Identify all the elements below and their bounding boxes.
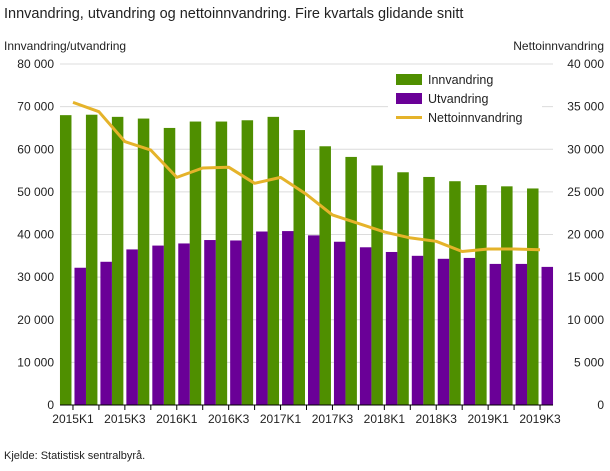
y-left-tick-label: 10 000 (17, 355, 54, 369)
y-left-tick-label: 70 000 (17, 100, 54, 114)
y-left-tick-label: 80 000 (17, 57, 54, 71)
right-axis-label: Nettoinnvandring (513, 39, 604, 53)
utvandring-bar (359, 247, 372, 405)
utvandring-bar (282, 231, 294, 405)
x-tick-label: 2016K3 (208, 412, 250, 426)
innvandring-bar (85, 114, 98, 405)
y-right-tick-label: 0 (597, 398, 604, 412)
utvandring-bar (100, 261, 112, 405)
y-left-tick-label: 50 000 (17, 185, 54, 199)
x-tick-label: 2018K3 (416, 412, 458, 426)
x-tick-label: 2019K3 (519, 412, 561, 426)
innvandring-bar (267, 116, 280, 405)
innvandring-bar (423, 176, 435, 405)
innvandring-bar (59, 115, 72, 406)
utvandring-bar (437, 258, 450, 405)
y-left-tick-label: 20 000 (17, 313, 54, 327)
x-tick-label: 2017K1 (260, 412, 302, 426)
utvandring-bar (256, 231, 268, 405)
legend-label: Utvandring (428, 92, 488, 106)
innvandring-bar (397, 172, 409, 405)
x-tick-label: 2019K1 (467, 412, 509, 426)
utvandring-bar (541, 266, 554, 405)
innvandring-bar (345, 156, 357, 405)
utvandring-bar (333, 241, 346, 405)
utvandring-bar (126, 249, 138, 405)
axes: 0 10 000 20 000 30 000 40 000 50 000 60 000 70 … (17, 57, 604, 426)
line-series (72, 100, 541, 253)
y-right-tick-label: 35 000 (567, 100, 604, 114)
innvandring-bar (475, 185, 487, 405)
bars (59, 114, 554, 406)
innvandring-bar (163, 127, 176, 405)
legend: Innvandring Utvandring Nettoinnvandring (388, 68, 542, 140)
innvandring-bar (501, 186, 513, 405)
utvandring-bar (204, 240, 216, 405)
left-axis-label: Innvandring/utvandring (4, 39, 127, 53)
source-note: Kjelde: Statistisk sentralbyrå. (4, 450, 146, 462)
y-right-tick-label: 25 000 (567, 185, 604, 199)
x-tick-label: 2017K3 (312, 412, 354, 426)
innvandring-bar (527, 188, 539, 405)
x-tick-label: 2016K1 (156, 412, 198, 426)
innvandring-bar (215, 121, 228, 405)
y-right-tick-label: 20 000 (567, 228, 604, 242)
y-left-tick-label: 30 000 (17, 270, 54, 284)
y-left-tick-label: 60 000 (17, 142, 54, 156)
utvandring-bar (152, 245, 164, 405)
utvandring-bar (411, 255, 424, 405)
utvandring-bar (489, 263, 502, 405)
x-tick-label: 2018K1 (364, 412, 406, 426)
y-left-tick-label: 40 000 (17, 228, 54, 242)
utvandring-bar (515, 263, 528, 405)
utvandring-bar (463, 257, 476, 405)
utvandring-bar (385, 251, 398, 405)
innvandring-bar (319, 146, 331, 406)
legend-swatch (396, 93, 422, 104)
legend-label: Innvandring (428, 73, 493, 87)
y-right-tick-label: 30 000 (567, 142, 604, 156)
y-right-tick-label: 15 000 (567, 270, 604, 284)
utvandring-bar (74, 267, 86, 405)
innvandring-bar (293, 130, 305, 405)
utvandring-bar (230, 240, 242, 405)
y-right-tick-label: 40 000 (567, 57, 604, 71)
innvandring-bar (111, 116, 124, 405)
y-left-tick-label: 0 (47, 398, 54, 412)
innvandring-bar (189, 121, 202, 405)
legend-swatch (396, 74, 422, 85)
innvandring-bar (371, 165, 383, 405)
innvandring-bar (241, 120, 254, 405)
utvandring-bar (308, 235, 320, 405)
legend-label: Nettoinnvandring (428, 111, 523, 125)
innvandring-bar (449, 181, 461, 405)
x-tick-label: 2015K1 (52, 412, 94, 426)
x-tick-label: 2015K3 (104, 412, 146, 426)
y-right-tick-label: 5 000 (574, 355, 604, 369)
utvandring-bar (178, 243, 190, 405)
nettoinnvandring-line (72, 100, 541, 253)
y-right-tick-label: 10 000 (567, 313, 604, 327)
innvandring-bar (137, 118, 150, 405)
chart-title: Innvandring, utvandring og nettoinnvandr… (4, 6, 464, 22)
